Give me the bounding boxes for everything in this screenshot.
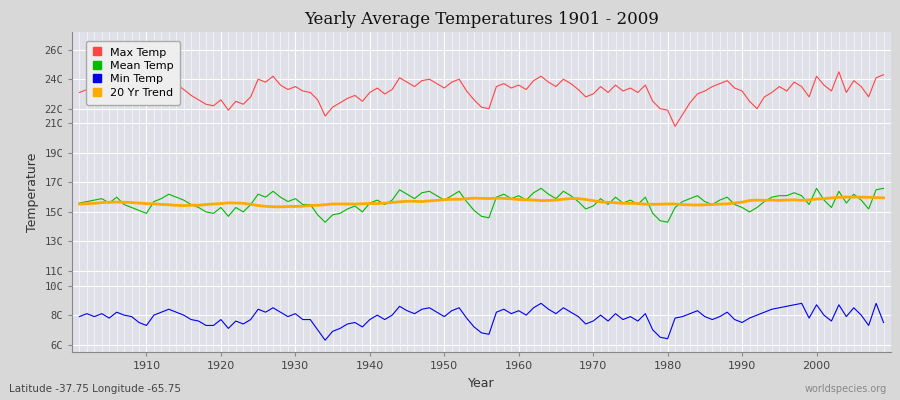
Max Temp xyxy=(833,70,844,74)
Max Temp xyxy=(506,86,517,90)
20 Yr Trend xyxy=(521,198,532,202)
Min Temp xyxy=(536,301,546,306)
Min Temp xyxy=(320,338,330,343)
Line: Min Temp: Min Temp xyxy=(79,303,884,340)
20 Yr Trend xyxy=(610,200,621,205)
Max Temp xyxy=(74,90,85,95)
Min Temp xyxy=(617,317,628,322)
20 Yr Trend xyxy=(74,202,85,206)
20 Yr Trend xyxy=(878,196,889,200)
Max Temp xyxy=(133,96,144,101)
20 Yr Trend xyxy=(849,195,859,200)
Min Temp xyxy=(297,317,308,322)
Mean Temp xyxy=(513,193,524,198)
Min Temp xyxy=(521,313,532,318)
Min Temp xyxy=(513,308,524,313)
Title: Yearly Average Temperatures 1901 - 2009: Yearly Average Temperatures 1901 - 2009 xyxy=(304,11,659,28)
Mean Temp xyxy=(320,220,330,225)
Max Temp xyxy=(342,96,353,101)
Line: Max Temp: Max Temp xyxy=(79,72,884,126)
20 Yr Trend xyxy=(513,197,524,202)
Line: 20 Yr Trend: 20 Yr Trend xyxy=(79,197,884,207)
Line: Mean Temp: Mean Temp xyxy=(79,188,884,222)
Legend: Max Temp, Mean Temp, Min Temp, 20 Yr Trend: Max Temp, Mean Temp, Min Temp, 20 Yr Tre… xyxy=(86,41,181,104)
Min Temp xyxy=(878,320,889,325)
20 Yr Trend xyxy=(275,204,286,209)
Max Temp xyxy=(670,124,680,129)
Text: Latitude -37.75 Longitude -65.75: Latitude -37.75 Longitude -65.75 xyxy=(9,384,181,394)
Max Temp xyxy=(878,72,889,77)
20 Yr Trend xyxy=(133,201,144,206)
Mean Temp xyxy=(536,186,546,191)
Mean Temp xyxy=(133,208,144,213)
X-axis label: Year: Year xyxy=(468,376,495,390)
Mean Temp xyxy=(74,201,85,206)
Max Temp xyxy=(297,88,308,93)
Max Temp xyxy=(603,90,614,95)
Mean Temp xyxy=(878,186,889,191)
Mean Temp xyxy=(617,201,628,206)
Min Temp xyxy=(349,320,360,325)
Mean Temp xyxy=(297,202,308,207)
Text: worldspecies.org: worldspecies.org xyxy=(805,384,886,394)
20 Yr Trend xyxy=(349,202,360,206)
Mean Temp xyxy=(521,198,532,202)
Mean Temp xyxy=(349,204,360,208)
Min Temp xyxy=(133,320,144,325)
20 Yr Trend xyxy=(305,203,316,208)
Max Temp xyxy=(513,83,524,88)
Min Temp xyxy=(74,314,85,319)
Y-axis label: Temperature: Temperature xyxy=(26,152,39,232)
